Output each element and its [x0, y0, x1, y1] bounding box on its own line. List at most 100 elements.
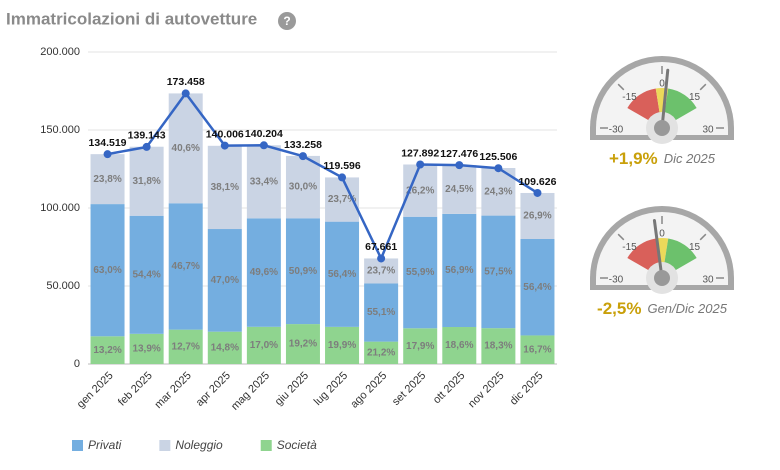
gauge-needle	[652, 218, 664, 280]
segment-label: 18,3%	[484, 341, 512, 352]
bar-segment	[364, 341, 399, 364]
gauge-period: Dic 2025	[664, 151, 716, 166]
gauge-value-label: +1,9%	[609, 149, 658, 168]
gauge-tick-label: -30	[609, 125, 624, 136]
segment-label: 31,8%	[132, 176, 160, 187]
segment-label: 33,4%	[250, 176, 278, 187]
segment-label: 63,0%	[93, 265, 121, 276]
x-tick-label: mar 2025	[153, 370, 194, 411]
gauge-tick	[617, 83, 625, 91]
segment-label: 50,9%	[289, 266, 317, 277]
total-label: 67.661	[365, 241, 397, 253]
gauge-tick	[617, 233, 625, 241]
segment-label: 23,7%	[367, 266, 395, 277]
total-label: 133.258	[284, 139, 322, 151]
x-tick-label: feb 2025	[116, 370, 155, 409]
bar-segment	[207, 229, 242, 332]
bar-segment	[442, 327, 477, 364]
bar-segment	[285, 324, 320, 364]
title: Immatricolazioni di autovetture	[6, 9, 257, 28]
x-tick-label: lug 2025	[312, 370, 350, 408]
gauge-tick-label: 0	[659, 79, 665, 90]
segment-label: 40,6%	[172, 143, 200, 154]
gauge-hub	[654, 270, 670, 286]
segment-label: 23,7%	[328, 194, 356, 205]
bar-segment	[129, 215, 164, 334]
gauge-period: Gen/Dic 2025	[647, 301, 727, 316]
x-tick-label: set 2025	[390, 370, 428, 408]
total-label: 109.626	[518, 176, 556, 188]
total-point	[338, 173, 347, 182]
bar-segment	[364, 258, 399, 284]
segment-label: 17,0%	[250, 340, 278, 351]
total-label: 173.458	[167, 76, 205, 88]
total-point	[416, 160, 425, 169]
segment-label: 56,4%	[523, 282, 551, 293]
bar-segment	[442, 213, 477, 328]
gauge-tick	[699, 233, 707, 241]
segment-label: 13,9%	[132, 344, 160, 355]
bar-segment	[246, 326, 281, 364]
segment-label: 26,2%	[406, 185, 434, 196]
segment-label: 24,5%	[445, 184, 473, 195]
segment-label: 12,7%	[172, 341, 200, 352]
y-tick-label: 0	[74, 358, 80, 370]
segment-label: 21,2%	[367, 347, 395, 358]
segment-label: 56,4%	[328, 269, 356, 280]
bar-segment	[325, 221, 360, 327]
bar-segment	[481, 328, 516, 364]
gauge: -30 -15 0 15 30 -2,5% Gen/Dic 2025	[590, 206, 734, 318]
segment-label: 46,7%	[172, 261, 200, 272]
legend-label: Noleggio	[175, 438, 223, 452]
x-tick-label: dic 2025	[508, 370, 546, 408]
bar-segment	[207, 331, 242, 364]
gauge-tick-label: 15	[689, 242, 701, 253]
gauge-hub	[654, 120, 670, 136]
bar-segment	[90, 204, 125, 337]
segment-label: 55,1%	[367, 307, 395, 318]
gauge-tick-label: -15	[622, 242, 637, 253]
total-point	[298, 152, 307, 161]
x-tick-label: mag 2025	[229, 370, 272, 413]
gauge-value-label: -2,5%	[597, 299, 641, 318]
total-point	[103, 150, 112, 159]
bar-segment	[520, 192, 555, 239]
x-tick-label: ott 2025	[431, 370, 468, 407]
legend-swatch	[72, 440, 83, 451]
total-line	[107, 91, 539, 262]
bar-segment	[168, 329, 203, 364]
total-point	[181, 89, 190, 98]
gauge-tick-label: 0	[659, 229, 665, 240]
y-tick-label: 200.000	[40, 46, 80, 58]
segment-label: 19,2%	[289, 339, 317, 350]
total-point	[494, 164, 503, 173]
help-icon-text[interactable]: ?	[283, 14, 290, 28]
segment-label: 23,8%	[93, 174, 121, 185]
bar-segment	[403, 216, 438, 329]
segment-label: 18,6%	[445, 340, 473, 351]
gauge-value: +1,9% Dic 2025	[609, 149, 716, 168]
bar-segment	[90, 336, 125, 364]
x-tick-label: nov 2025	[466, 370, 506, 410]
legend-label: Società	[277, 438, 317, 452]
total-point	[455, 161, 464, 170]
bar-segment	[168, 203, 203, 330]
total-label: 125.506	[479, 151, 517, 163]
total-point	[377, 254, 386, 263]
total-label: 140.204	[245, 128, 283, 140]
gauge-tick	[699, 83, 707, 91]
total-label: 134.519	[89, 137, 127, 149]
bar-segment	[129, 333, 164, 364]
x-tick-label: ago 2025	[348, 370, 389, 411]
segment-label: 14,8%	[211, 342, 239, 353]
segment-label: 30,0%	[289, 182, 317, 193]
x-tick-label: apr 2025	[194, 370, 233, 409]
help-icon[interactable]	[278, 12, 296, 30]
bar-segment	[325, 326, 360, 364]
y-tick-label: 100.000	[40, 202, 80, 214]
gauge-value: -2,5% Gen/Dic 2025	[597, 299, 728, 318]
x-tick-label: giu 2025	[273, 370, 311, 408]
bar-segment	[246, 218, 281, 327]
segment-label: 49,6%	[250, 267, 278, 278]
